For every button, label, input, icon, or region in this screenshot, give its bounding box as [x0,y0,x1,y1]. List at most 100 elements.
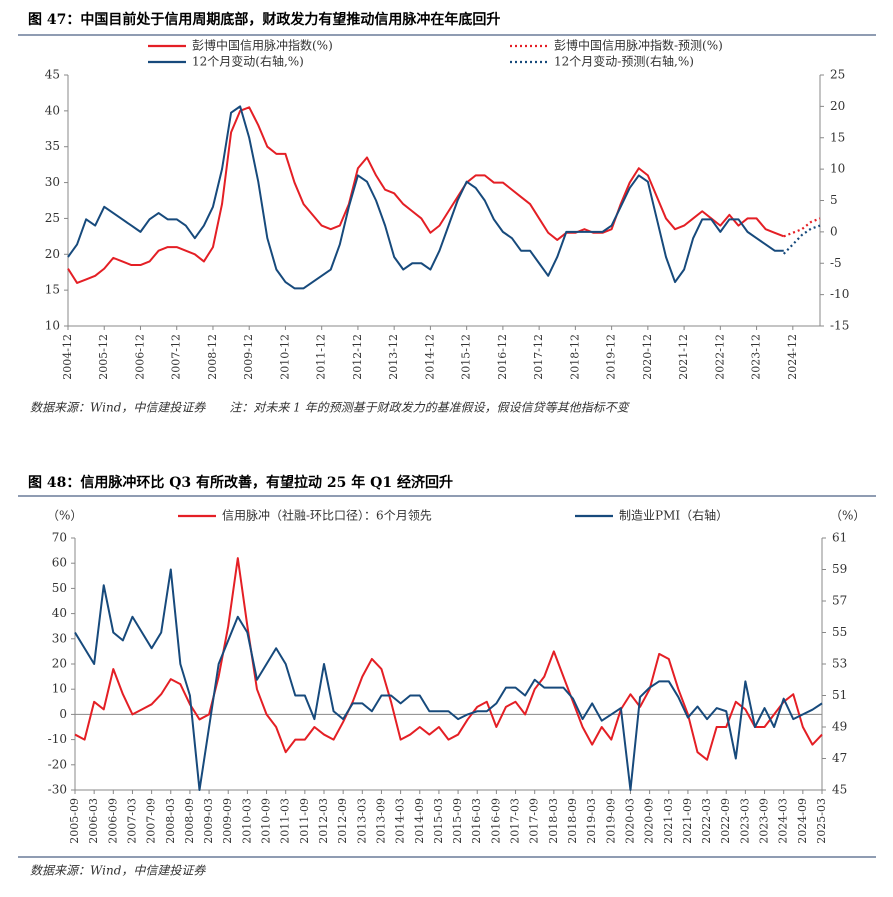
figure-title: 图 48：信用脉冲环比 Q3 有所改善，有望拉动 25 年 Q1 经济回升 [28,474,453,491]
x-tick-label: 2012-03 [317,798,330,844]
x-tick-label: 2019-12 [605,334,618,380]
x-tick-label: 2024-03 [777,798,790,844]
y-tick-label: 30 [45,175,60,189]
x-tick-label: 2008-09 [183,798,196,844]
series-line [67,106,785,284]
y-tick-label: 35 [45,139,60,153]
series-line [67,105,784,290]
x-tick-label: 2021-12 [677,334,690,380]
y2-tick-label: 59 [832,562,847,576]
x-tick-label: 2020-03 [623,798,636,844]
x-tick-label: 2009-12 [242,334,255,380]
x-tick-label: 2004-12 [61,334,74,380]
y2-tick-label: -10 [830,287,849,301]
x-tick-label: 2019-09 [604,798,617,844]
y2-tick-label: 45 [832,783,847,797]
legend-label: 彭博中国信用脉冲指数(%) [192,38,333,53]
x-tick-label: 2021-03 [662,798,675,844]
x-tick-label: 2016-03 [470,798,483,844]
x-tick-label: 2015-09 [451,798,464,844]
x-tick-label: 2007-09 [145,798,158,844]
x-tick-label: 2011-12 [315,334,328,380]
y-tick-label: 25 [45,211,60,225]
series-line [74,568,823,791]
x-tick-label: 2023-12 [750,334,763,380]
y-tick-label: 60 [52,556,67,570]
x-tick-label: 2008-12 [206,334,219,380]
figure-title: 图 47：中国目前处于信用周期底部，财政发力有望推动信用脉冲在年底回升 [28,11,500,28]
x-tick-label: 2008-03 [164,798,177,844]
x-tick-label: 2013-12 [387,334,400,380]
y-tick-label: 0 [59,707,67,721]
x-tick-label: 2022-09 [719,798,732,844]
x-tick-label: 2020-09 [643,798,656,844]
x-tick-label: 2007-12 [170,334,183,380]
x-tick-label: 2010-09 [260,798,273,844]
y-tick-label: 40 [45,103,60,117]
y2-tick-label: 61 [832,531,847,545]
y2-tick-label: 55 [832,625,847,639]
x-tick-label: 2011-03 [279,798,292,844]
y-tick-label: 70 [52,531,67,545]
x-tick-label: 2006-12 [133,334,146,380]
legend-label: 制造业PMI（右轴） [619,508,728,523]
forecast-line [783,217,821,238]
y2-tick-label: 49 [832,720,847,734]
x-tick-label: 2013-03 [355,798,368,844]
y-tick-label: 50 [52,581,67,595]
y2-tick-label: 20 [830,99,845,113]
y-axis-label: （%） [47,509,82,523]
x-tick-label: 2010-03 [240,798,253,844]
y2-tick-label: 0 [830,224,838,238]
x-tick-label: 2023-03 [738,798,751,844]
y2-axis-label: （%） [830,509,865,523]
x-tick-label: 2007-03 [125,798,138,844]
x-tick-label: 2005-12 [97,334,110,380]
x-tick-label: 2017-12 [532,334,545,380]
y-tick-label: -20 [48,757,67,771]
x-tick-label: 2012-12 [351,334,364,380]
x-tick-label: 2024-12 [786,334,799,380]
x-tick-label: 2005-09 [68,798,81,844]
x-tick-label: 2023-09 [758,798,771,844]
y2-tick-label: 15 [830,130,845,144]
y2-tick-label: 47 [832,751,847,765]
x-tick-label: 2018-03 [547,798,560,844]
y-tick-label: 10 [52,682,67,696]
y-tick-label: 10 [45,319,60,333]
legend-label: 12个月变动(右轴,%) [192,54,304,69]
x-tick-label: 2014-12 [423,334,436,380]
y-tick-label: 15 [45,283,60,297]
y2-tick-label: -5 [830,256,842,270]
x-tick-label: 2025-03 [815,798,828,844]
x-tick-label: 2017-03 [509,798,522,844]
x-tick-label: 2020-12 [641,334,654,380]
y-tick-label: 20 [52,657,67,671]
x-tick-label: 2022-12 [713,334,726,380]
x-tick-label: 2019-03 [585,798,598,844]
x-tick-label: 2017-09 [528,798,541,844]
x-tick-label: 2014-09 [413,798,426,844]
y2-tick-label: 25 [830,68,845,82]
y-tick-label: -10 [48,732,67,746]
y-tick-label: 40 [52,606,67,620]
y2-tick-label: 57 [832,594,847,608]
x-tick-label: 2013-09 [374,798,387,844]
x-tick-label: 2006-09 [106,798,119,844]
forecast-line [782,224,821,255]
x-tick-label: 2010-12 [278,334,291,380]
y-tick-label: 20 [45,247,60,261]
legend-label: 12个月变动-预测(右轴,%) [554,54,694,69]
y2-tick-label: 51 [832,688,847,702]
x-tick-label: 2022-03 [700,798,713,844]
figure-note: 数据来源：Wind，中信建投证券 注：对未来 1 年的预测基于财政发力的基准假设… [30,401,631,415]
x-tick-label: 2015-03 [432,798,445,844]
x-tick-label: 2018-12 [568,334,581,380]
x-tick-label: 2014-03 [394,798,407,844]
x-tick-label: 2016-09 [489,798,502,844]
y2-tick-label: 10 [830,162,845,176]
x-tick-label: 2009-09 [221,798,234,844]
x-tick-label: 2018-09 [566,798,579,844]
x-tick-label: 2016-12 [496,334,509,380]
